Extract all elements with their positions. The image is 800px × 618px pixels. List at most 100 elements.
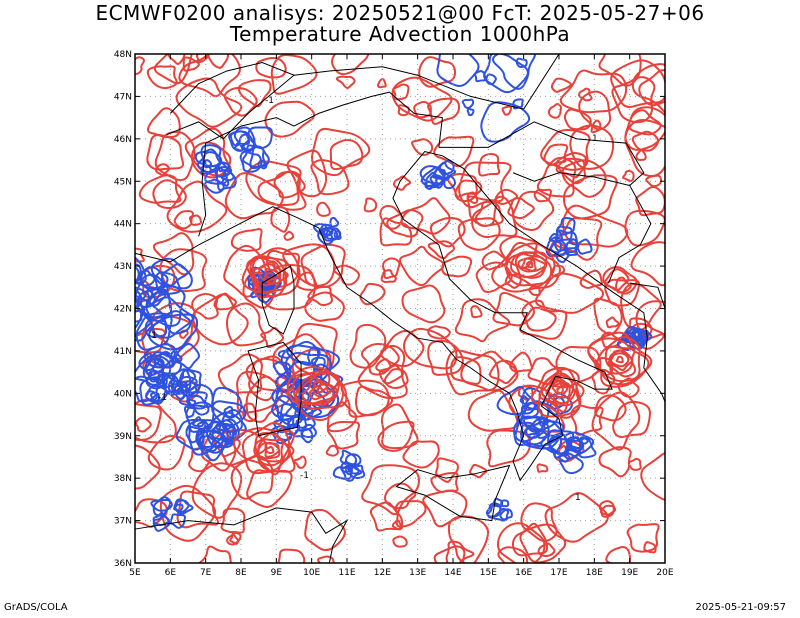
lon-tick-label: 8E	[235, 568, 247, 578]
contour-line	[379, 217, 413, 247]
contour-line	[467, 389, 519, 432]
axis-labels: 5E 6E 7E 8E 9E 10E 11E 12E 13E 14E 15E 16E 17E 18E 19E…	[114, 50, 674, 578]
contour-line	[645, 174, 663, 188]
contour-line	[135, 403, 162, 441]
lon-tick-label: 6E	[165, 568, 177, 578]
contour-line	[621, 170, 635, 183]
contour-line	[220, 507, 246, 534]
contour-line	[468, 463, 488, 479]
contour-line	[526, 260, 534, 269]
contour-line	[635, 149, 647, 161]
lat-tick-label: 38N	[114, 474, 132, 484]
contour-line	[578, 87, 593, 102]
contour-line	[341, 464, 363, 482]
border-italy	[198, 91, 443, 237]
contour-line	[153, 54, 193, 85]
lat-tick-label: 46N	[114, 135, 132, 145]
contour-line	[282, 243, 336, 287]
contour-line	[553, 229, 579, 252]
contour-line	[154, 271, 182, 296]
contour-line	[392, 83, 410, 101]
lat-tick-label: 45N	[114, 177, 132, 187]
lat-tick-label: 42N	[114, 305, 132, 315]
contour-line	[556, 385, 564, 395]
plot-subtitle: Temperature Advection 1000hPa	[229, 22, 571, 46]
contour-line	[602, 266, 638, 295]
contour-line	[357, 344, 408, 400]
lon-tick-label: 13E	[409, 568, 426, 578]
contour-line	[339, 449, 358, 467]
contour-line	[194, 148, 222, 168]
contour-line	[504, 242, 556, 288]
contour-line	[160, 263, 193, 290]
contour-line	[507, 197, 535, 220]
contour-line	[430, 472, 459, 493]
map-grid	[134, 53, 666, 564]
contour-line	[598, 54, 642, 87]
coastline-sicily	[395, 464, 511, 522]
lat-tick-label: 36N	[114, 559, 132, 569]
contour-line	[304, 508, 346, 551]
contour-line	[148, 370, 161, 383]
coastline-sardinia	[247, 341, 302, 437]
contour-line	[241, 421, 296, 475]
contour-line	[480, 101, 531, 143]
contour-line	[180, 369, 197, 387]
contour-line	[517, 256, 547, 273]
contour-line	[135, 56, 145, 75]
contour-line	[594, 394, 627, 422]
contour-line	[284, 351, 333, 388]
contour-line	[229, 130, 251, 147]
contour-line	[215, 166, 237, 191]
contour-line	[391, 76, 453, 122]
contour-label: 1	[575, 493, 581, 503]
contour-line	[257, 438, 285, 467]
contour-line	[153, 350, 175, 369]
plot-title: ECMWF0200 analisys: 20250521@00 FcT: 202…	[95, 1, 705, 25]
contour-line	[496, 385, 537, 416]
contour-line	[393, 175, 412, 191]
contour-line	[631, 130, 660, 152]
contour-label: -1	[300, 471, 309, 481]
contour-line	[550, 77, 572, 93]
footer-software: GrADS/COLA	[4, 602, 68, 613]
contour-line	[605, 546, 632, 563]
contour-line	[540, 372, 585, 407]
lon-tick-label: 17E	[550, 568, 567, 578]
contour-line	[242, 144, 266, 169]
contour-line	[454, 298, 511, 343]
contour-line	[286, 366, 348, 410]
lon-tick-label: 11E	[338, 568, 355, 578]
contour-line	[163, 310, 192, 335]
contour-line	[213, 292, 237, 311]
contour-line	[441, 255, 473, 278]
contour-line	[578, 90, 612, 131]
lat-tick-label: 48N	[114, 50, 132, 60]
contour-line	[436, 54, 480, 87]
contour-line	[615, 355, 624, 364]
contour-line	[226, 302, 267, 347]
contour-line	[191, 462, 243, 519]
contour-line	[217, 161, 231, 173]
contour-line	[213, 428, 268, 467]
contour-line	[515, 57, 528, 69]
contour-line	[397, 104, 410, 117]
contour-line	[447, 173, 478, 198]
lon-tick-label: 7E	[200, 568, 212, 578]
contour-line	[211, 400, 247, 427]
contour-layer: -1 -1 -1 1 1 -1	[135, 54, 665, 563]
contour-line	[519, 395, 530, 406]
contour-line	[264, 268, 281, 282]
contour-line	[491, 241, 561, 293]
contour-line	[326, 421, 361, 450]
lat-tick-label: 40N	[114, 389, 132, 399]
contour-line	[217, 353, 263, 394]
contour-line	[496, 522, 546, 563]
contour-line	[241, 255, 288, 294]
contour-line	[335, 75, 356, 89]
contour-line	[147, 107, 181, 139]
contour-line	[257, 170, 307, 211]
contour-line	[471, 195, 518, 239]
contour-line	[587, 337, 650, 388]
